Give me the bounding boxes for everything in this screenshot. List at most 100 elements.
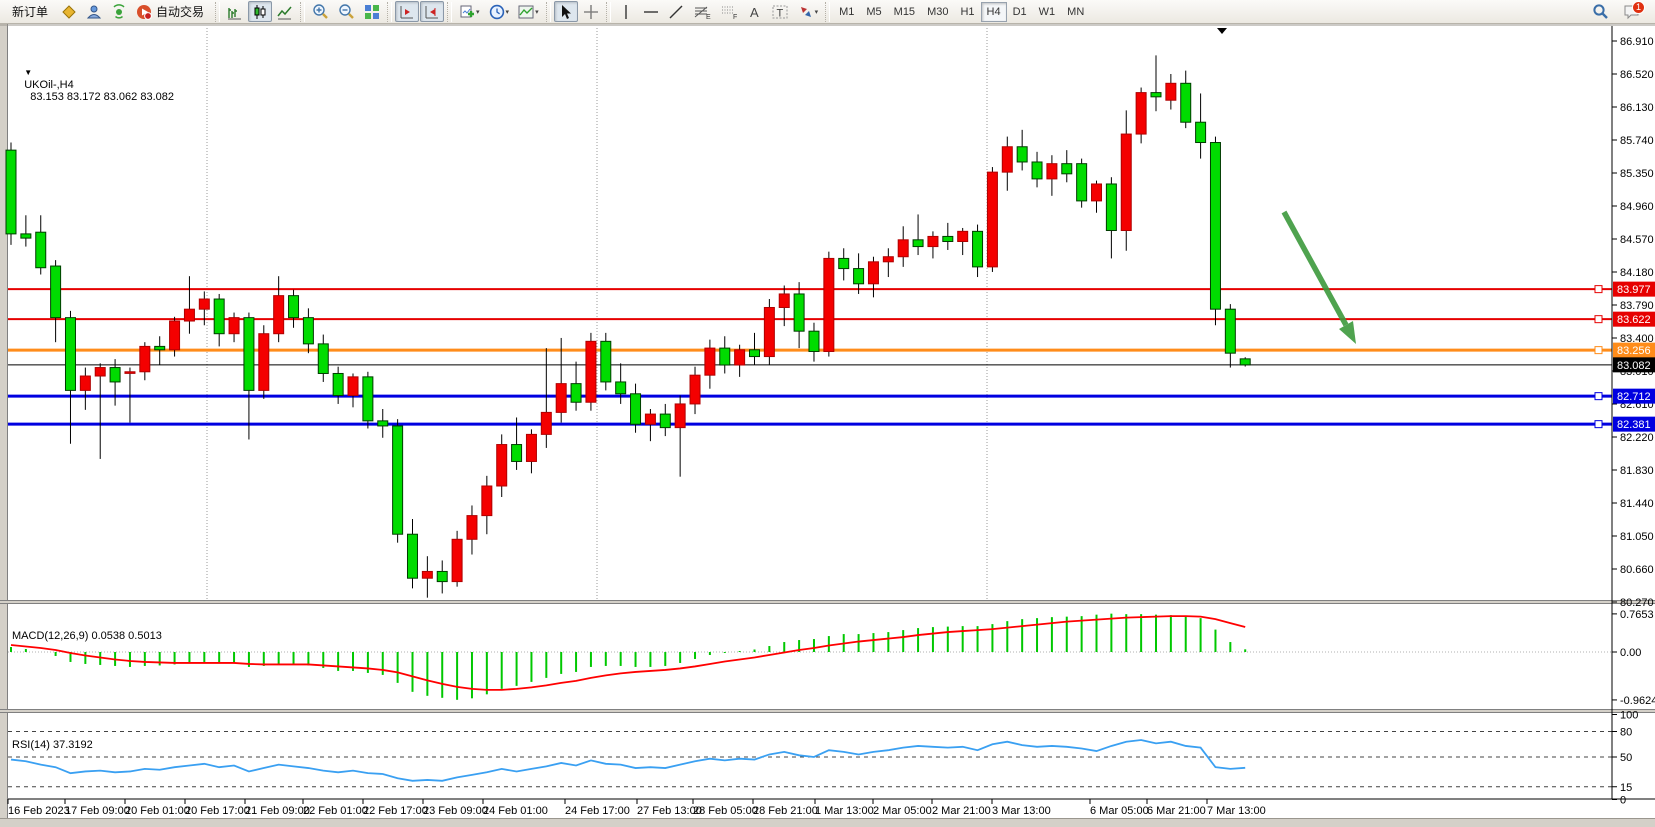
tile-windows-button[interactable] xyxy=(360,1,384,22)
level-price-text: 82.712 xyxy=(1617,391,1651,403)
chart-title: ▼ UKOil-,H4 83.153 83.172 83.062 83.082 xyxy=(12,55,174,115)
candle xyxy=(689,366,701,415)
trend-arrow[interactable] xyxy=(1281,210,1356,344)
candle xyxy=(406,518,418,589)
zoom-out-button[interactable] xyxy=(334,1,359,22)
level-handle[interactable] xyxy=(1594,420,1603,429)
search-button[interactable] xyxy=(1588,1,1613,22)
timeframe-h4[interactable]: H4 xyxy=(980,1,1007,22)
fibonacci-button[interactable]: E xyxy=(689,1,715,22)
time-tick-label: 22 Feb 01:00 xyxy=(303,805,368,817)
level-price-text: 83.256 xyxy=(1617,345,1651,357)
clock-icon xyxy=(489,4,504,19)
line-chart-icon xyxy=(277,6,292,19)
timeframe-mn[interactable]: MN xyxy=(1067,5,1085,18)
timeframe-w1[interactable]: W1 xyxy=(1038,5,1056,18)
crosshair-icon xyxy=(583,4,598,19)
trendline-button[interactable] xyxy=(664,1,688,22)
candle xyxy=(347,373,359,408)
candle xyxy=(615,363,627,404)
horizontal-line-button[interactable] xyxy=(639,1,663,22)
level-handle[interactable] xyxy=(1594,392,1603,401)
auto-trading-label: 自动交易 xyxy=(156,5,205,19)
panel-separator[interactable] xyxy=(0,600,1655,604)
price-axis[interactable]: 86.910 86.520 86.130 85.740 85.350 84.960 84.5… xyxy=(1612,36,1655,807)
macd-tick-label: 0.7653 xyxy=(1620,609,1654,621)
text-label-button[interactable]: T xyxy=(768,1,793,22)
toolbar-separator xyxy=(825,1,831,22)
candle xyxy=(392,419,404,543)
timeframe-m15[interactable]: M15 xyxy=(893,5,916,18)
candle xyxy=(972,224,984,278)
symbol-dropdown-icon[interactable]: ▼ xyxy=(24,68,33,77)
auto-trading-button[interactable]: 自动交易 xyxy=(132,1,212,22)
notification-badge: 1 xyxy=(1632,0,1645,14)
notifications-button[interactable]: 1 xyxy=(1619,0,1645,22)
arrows-button[interactable]: ▾ xyxy=(794,1,823,22)
cursor-arrow-icon xyxy=(562,4,572,19)
level-handle[interactable] xyxy=(1594,346,1603,355)
candle xyxy=(1180,70,1192,129)
cursor-button[interactable] xyxy=(553,1,578,22)
svg-text:A: A xyxy=(750,5,759,20)
candle xyxy=(421,556,433,598)
new-order-button[interactable]: 新订单 xyxy=(4,1,56,22)
candle xyxy=(957,227,969,256)
chart-shift-icon xyxy=(400,5,414,18)
candle xyxy=(481,475,493,535)
new-chart-button[interactable]: ▾ xyxy=(455,1,484,22)
indicators-button[interactable]: ▾ xyxy=(514,1,543,22)
candle xyxy=(1016,129,1028,171)
rsi-tick-label: 100 xyxy=(1620,710,1638,722)
candle xyxy=(600,332,612,391)
panel-separator[interactable] xyxy=(0,709,1655,713)
level-price-text: 83.622 xyxy=(1617,314,1651,326)
timeframe-h1[interactable]: H1 xyxy=(960,5,975,18)
signal-icon-button[interactable] xyxy=(107,1,131,22)
time-tick-label: 20 Feb 17:00 xyxy=(185,805,250,817)
line-chart-button[interactable] xyxy=(273,1,297,22)
rsi-indicator-label: RSI(14) 37.3192 xyxy=(12,739,93,751)
accounts-icon-button[interactable] xyxy=(82,1,106,22)
period-button[interactable]: ▾ xyxy=(485,1,514,22)
price-tick-label: 81.830 xyxy=(1620,465,1654,477)
search-icon xyxy=(1593,4,1608,19)
level-handle[interactable] xyxy=(1594,285,1603,294)
rsi-line xyxy=(10,739,1246,782)
candle xyxy=(288,289,300,328)
candle xyxy=(1120,110,1132,251)
timeframe-m5[interactable]: M5 xyxy=(866,5,882,18)
level-price-box xyxy=(1613,281,1655,297)
zoom-in-button[interactable] xyxy=(308,1,333,22)
price-tick-label: 86.520 xyxy=(1620,69,1654,81)
candle xyxy=(793,282,805,349)
toolbar-right-group: 1 xyxy=(1588,0,1651,22)
bar-chart-button[interactable] xyxy=(223,1,247,22)
market-watch-icon[interactable] xyxy=(57,1,81,22)
bar-chart-icon xyxy=(228,7,242,19)
rsi-tick-label: 80 xyxy=(1620,727,1632,739)
vertical-line-button[interactable] xyxy=(614,1,638,22)
candlestick-chart-button[interactable] xyxy=(248,1,273,22)
chart-shift-marker[interactable] xyxy=(1217,28,1227,34)
candle xyxy=(1061,150,1073,183)
candlestick-icon xyxy=(254,4,266,19)
timeframe-m30[interactable]: M30 xyxy=(927,5,949,18)
toolbar-separator xyxy=(605,1,611,22)
time-tick-label: 24 Feb 01:00 xyxy=(483,805,548,817)
candle xyxy=(1105,177,1117,259)
level-handle[interactable] xyxy=(1594,315,1603,324)
chart-shift-button[interactable] xyxy=(395,1,420,22)
price-tick-label: 82.220 xyxy=(1620,432,1654,444)
new-order-label: 新订单 xyxy=(12,5,49,19)
timeframe-m1[interactable]: M1 xyxy=(839,5,855,18)
text-button[interactable]: A xyxy=(743,1,767,22)
auto-scroll-button[interactable] xyxy=(420,1,445,22)
candle xyxy=(749,332,760,366)
bottom-strip xyxy=(0,818,1655,827)
fibo-grid-button[interactable]: F xyxy=(716,1,742,22)
crosshair-button[interactable] xyxy=(579,1,603,22)
current-price-text: 83.082 xyxy=(1617,360,1651,372)
timeframe-d1[interactable]: D1 xyxy=(1012,5,1027,18)
